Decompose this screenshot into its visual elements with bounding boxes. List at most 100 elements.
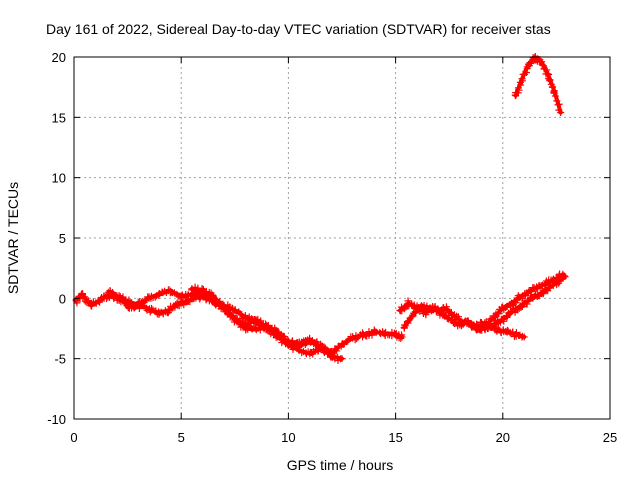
- x-tick-label: 25: [603, 430, 617, 445]
- data-point: [422, 309, 430, 317]
- data-point: [237, 311, 245, 319]
- data-point: [252, 318, 260, 326]
- data-point: [555, 100, 563, 108]
- x-tick-label: 20: [496, 430, 510, 445]
- data-point: [147, 306, 155, 314]
- data-point: [145, 294, 153, 302]
- data-point: [359, 331, 367, 339]
- data-point: [79, 291, 87, 299]
- data-point: [119, 293, 127, 301]
- grid: [74, 57, 610, 419]
- data-point: [537, 58, 545, 66]
- data-point: [408, 313, 416, 321]
- data-point: [398, 333, 406, 341]
- data-point: [252, 326, 260, 334]
- data-point: [141, 296, 149, 304]
- data-point: [512, 305, 520, 313]
- data-point: [156, 309, 164, 317]
- data-point: [456, 321, 464, 329]
- data-point: [542, 280, 550, 288]
- y-axis-label: SDTVAR / TECUs: [5, 182, 21, 294]
- data-point: [249, 315, 257, 323]
- data-point: [520, 299, 528, 307]
- series-track-g: [511, 53, 565, 117]
- data-point: [518, 75, 526, 83]
- data-point: [156, 290, 164, 298]
- data-point: [320, 347, 328, 355]
- data-point: [220, 304, 228, 312]
- data-point: [338, 355, 346, 363]
- data-point: [473, 326, 481, 334]
- data-point: [533, 283, 541, 291]
- data-point: [213, 297, 221, 305]
- data-point: [173, 300, 181, 308]
- data-point: [164, 306, 172, 314]
- data-point: [495, 318, 503, 326]
- series-track-c: [188, 283, 346, 364]
- data-point: [439, 311, 447, 319]
- data-point: [477, 318, 485, 326]
- data-point: [248, 325, 256, 333]
- data-point: [193, 292, 201, 300]
- chart-title: Day 161 of 2022, Sidereal Day-to-day VTE…: [46, 21, 551, 37]
- data-point: [124, 298, 132, 306]
- data-point: [209, 291, 217, 299]
- data-point: [546, 283, 554, 291]
- data-point: [550, 276, 558, 284]
- data-point: [503, 312, 511, 320]
- y-tick-label: 20: [52, 50, 66, 65]
- data-point: [520, 333, 528, 341]
- data-point: [525, 288, 533, 296]
- data-point: [236, 309, 244, 317]
- data-point: [499, 304, 507, 312]
- data-point: [151, 293, 159, 301]
- data-point: [459, 320, 467, 328]
- data-point: [430, 304, 438, 312]
- data-point: [517, 303, 525, 311]
- data-point: [306, 337, 314, 345]
- data-series: [72, 53, 569, 364]
- data-point: [404, 299, 412, 307]
- data-point: [512, 92, 520, 100]
- data-point: [263, 322, 271, 330]
- data-point: [529, 294, 537, 302]
- data-point: [327, 352, 335, 360]
- data-point: [242, 314, 250, 322]
- data-point: [559, 270, 567, 278]
- data-point: [464, 318, 472, 326]
- data-point: [544, 70, 552, 78]
- data-point: [199, 287, 207, 295]
- data-point: [409, 311, 417, 319]
- data-point: [419, 305, 427, 313]
- data-point: [96, 297, 104, 305]
- data-point: [443, 305, 451, 313]
- y-tick-label: 10: [52, 171, 66, 186]
- data-point: [338, 340, 346, 348]
- data-point: [87, 302, 95, 310]
- data-point: [166, 287, 174, 295]
- data-point: [195, 288, 203, 296]
- data-point: [447, 316, 455, 324]
- data-point: [557, 109, 565, 117]
- data-point: [134, 300, 142, 308]
- data-point: [550, 87, 558, 95]
- data-point: [113, 292, 121, 300]
- series-track-f: [476, 318, 528, 341]
- data-point: [396, 306, 404, 314]
- axis-ticks: 0 5 10 15 20 25 -10 -5 0 5 10 15 20: [47, 50, 617, 445]
- data-point: [231, 316, 239, 324]
- data-point: [525, 60, 533, 68]
- data-point: [209, 292, 217, 300]
- data-point: [537, 290, 545, 298]
- x-axis-label: GPS time / hours: [287, 457, 394, 473]
- data-point: [381, 329, 389, 337]
- data-point: [133, 302, 141, 310]
- data-point: [83, 299, 91, 307]
- data-point: [231, 306, 239, 314]
- data-point: [413, 304, 421, 312]
- data-point: [370, 328, 378, 336]
- data-point: [284, 340, 292, 348]
- data-point: [551, 92, 559, 100]
- data-point: [320, 349, 328, 357]
